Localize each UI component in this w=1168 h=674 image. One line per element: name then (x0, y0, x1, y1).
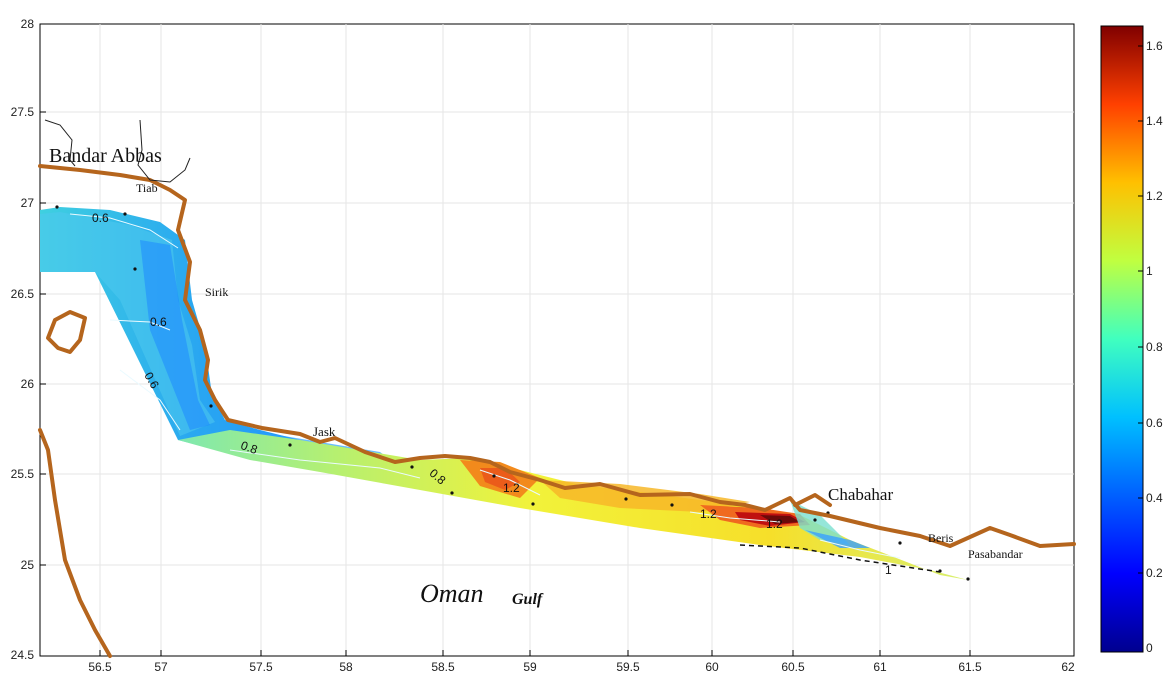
x-tick-label: 58 (339, 660, 353, 674)
x-tick-label: 57 (154, 660, 168, 674)
label-sirik: Sirik (205, 285, 228, 299)
x-tick-label: 61.5 (958, 660, 982, 674)
x-tick-label: 57.5 (249, 660, 273, 674)
contour-label: 1.2 (766, 517, 783, 531)
label-oman: Oman (420, 579, 484, 608)
y-tick-label: 26.5 (11, 287, 35, 301)
x-tick-label: 59 (523, 660, 537, 674)
colorbar-tick-label: 1 (1146, 264, 1153, 278)
x-tick-label: 62 (1061, 660, 1075, 674)
y-tick-label: 24.5 (11, 648, 35, 662)
x-tick-label: 58.5 (431, 660, 455, 674)
contour-label: 1.2 (700, 507, 717, 521)
label-bandar-abbas: Bandar Abbas (49, 145, 162, 167)
y-tick-label: 25 (21, 558, 35, 572)
colorbar-tick-label: 0.2 (1146, 566, 1163, 580)
x-tick-label: 59.5 (616, 660, 640, 674)
label-chabahar: Chabahar (828, 485, 893, 504)
contour-label: 1 (885, 563, 892, 577)
colorbar: 1.6 1.4 1.2 1 0.8 0.6 0.4 0.2 0 (1101, 26, 1163, 655)
y-tick-label: 28 (21, 17, 35, 31)
label-gulf: Gulf (512, 591, 544, 608)
label-beris: Beris (928, 531, 954, 545)
colorbar-gradient (1101, 26, 1143, 652)
contour-label: 0.6 (92, 211, 109, 225)
colorbar-tick-label: 1.6 (1146, 39, 1163, 53)
contour-label: 0.6 (150, 315, 167, 329)
x-tick-label: 56.5 (88, 660, 112, 674)
x-tick-label: 60 (705, 660, 719, 674)
colorbar-tick-label: 0.6 (1146, 416, 1163, 430)
x-tick-label: 61 (873, 660, 887, 674)
colorbar-tick-label: 1.4 (1146, 114, 1163, 128)
y-tick-label: 26 (21, 377, 35, 391)
colorbar-tick-label: 0.4 (1146, 491, 1163, 505)
y-tick-label: 27.5 (11, 105, 35, 119)
colorbar-tick-label: 0 (1146, 641, 1153, 655)
x-tick-label: 60.5 (781, 660, 805, 674)
label-pasabandar: Pasabandar (968, 547, 1023, 561)
colorbar-tick-label: 0.8 (1146, 340, 1163, 354)
y-tick-label: 25.5 (11, 467, 35, 481)
contour-label: 1.2 (503, 481, 520, 495)
y-tick-label: 27 (21, 196, 35, 210)
label-jask: Jask (313, 424, 336, 439)
colorbar-tick-label: 1.2 (1146, 189, 1163, 203)
label-tiab: Tiab (136, 181, 158, 195)
